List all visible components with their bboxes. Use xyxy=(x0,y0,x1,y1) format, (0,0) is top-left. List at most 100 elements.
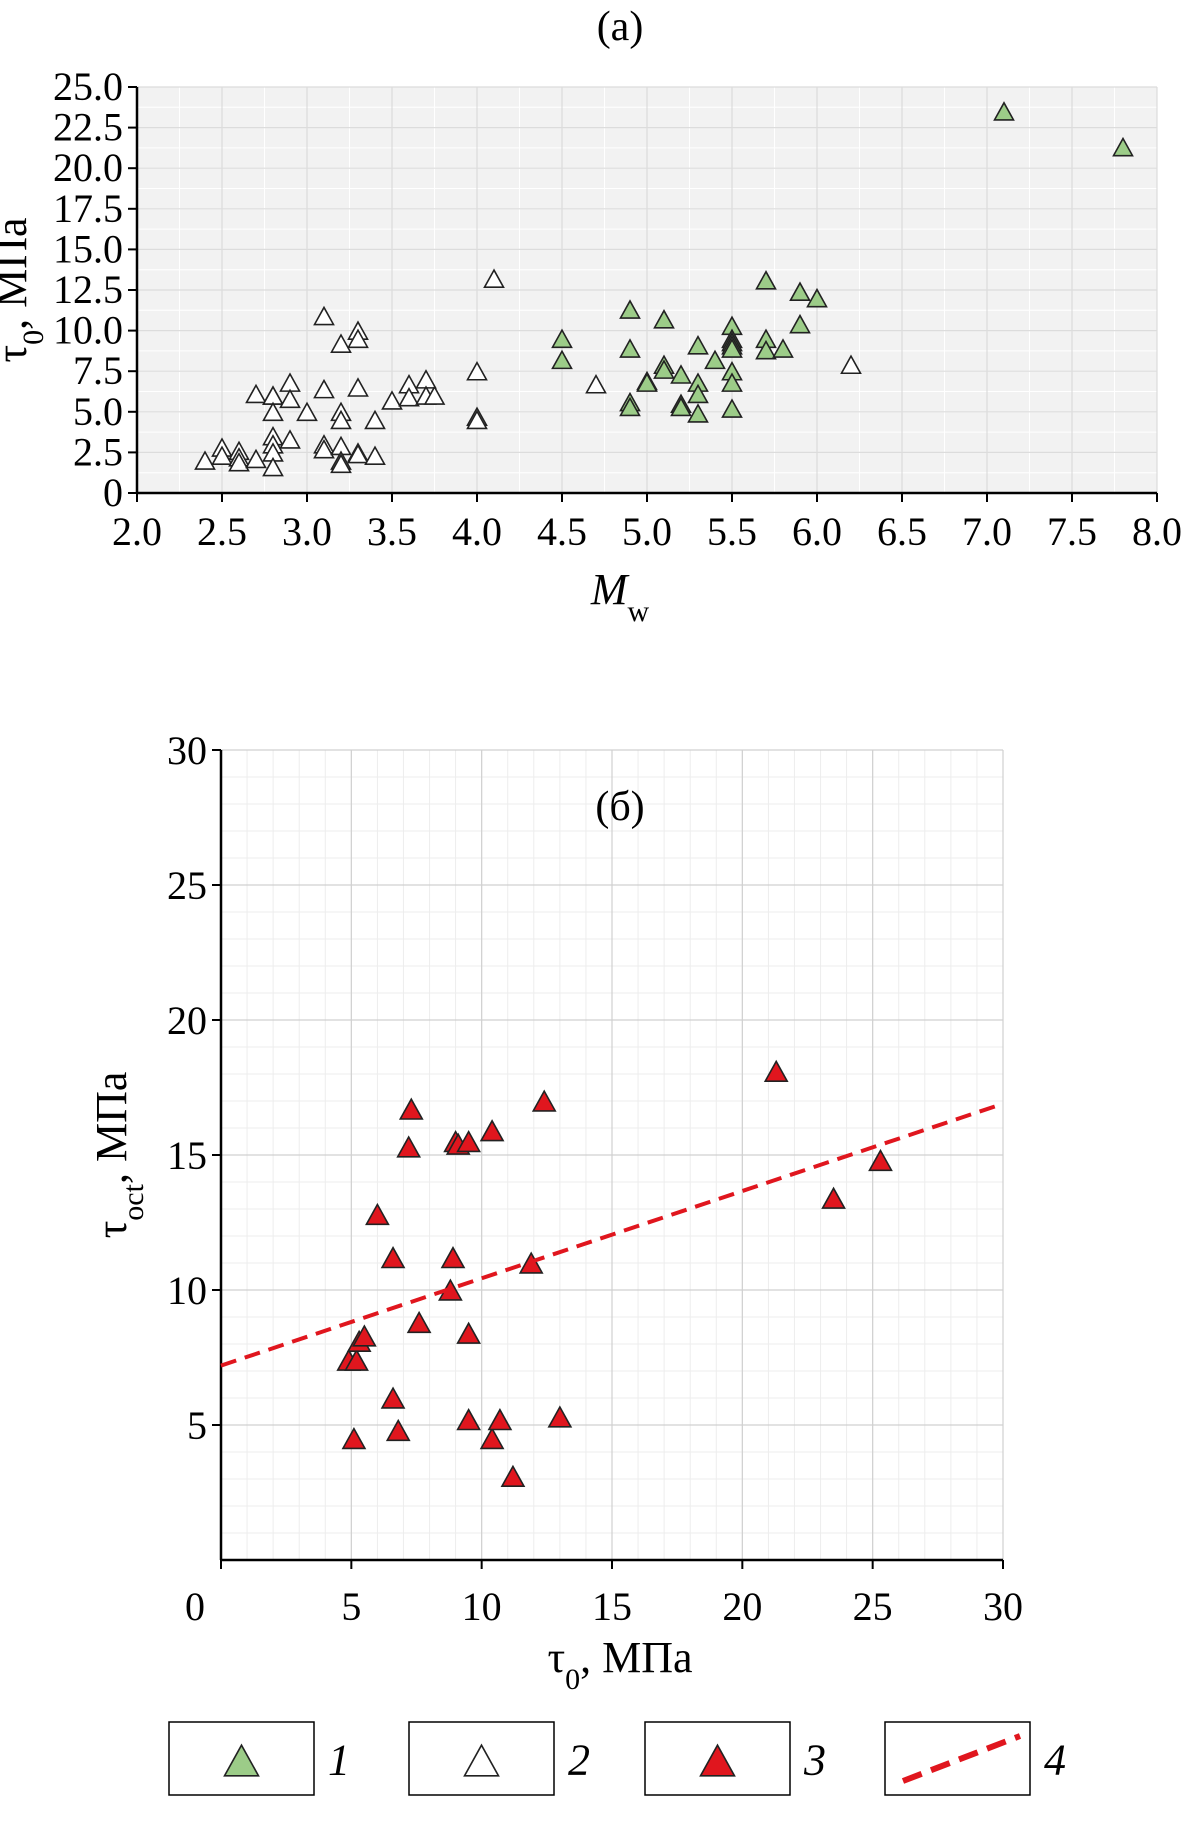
x-tick-label-a: 6.0 xyxy=(792,509,842,554)
x-tick-label-b: 10 xyxy=(462,1584,502,1629)
y-tick-label-a: 10.0 xyxy=(53,308,123,353)
data-point-series-2 xyxy=(211,445,233,465)
panel-a: 2.0 2.5 3.0 3.5 4.0 4.5 5.0 5.5 6.0 6.5 7.0 7.5 8.0 0… xyxy=(0,4,1182,628)
data-point-series-3 xyxy=(440,1246,466,1269)
data-point-series-3 xyxy=(365,1202,390,1226)
data-point-series-3 xyxy=(821,1186,846,1209)
y-tick-label-a: 5.0 xyxy=(73,389,123,434)
x-tick-label-a: 3.0 xyxy=(282,509,332,554)
data-point-series-3 xyxy=(456,1129,481,1153)
data-point-series-1 xyxy=(551,328,573,349)
data-point-series-3 xyxy=(479,1119,505,1142)
y-tick-label-b: 25 xyxy=(167,863,207,908)
y-tick-label-a: 25.0 xyxy=(53,64,123,109)
data-point-series-2 xyxy=(483,268,505,288)
legend-triangle-icon xyxy=(223,1743,260,1777)
y-tick-label-b: 15 xyxy=(167,1133,207,1178)
data-point-series-2 xyxy=(466,409,488,430)
y-tick-label-b: 5 xyxy=(187,1403,207,1448)
data-point-series-3 xyxy=(547,1405,573,1428)
data-point-series-2 xyxy=(381,390,403,410)
y-axis-label-a: τ0, МПа xyxy=(0,217,50,362)
data-point-series-2 xyxy=(279,429,301,449)
data-point-series-1 xyxy=(670,364,692,384)
y-tick-label-b: 10 xyxy=(167,1268,207,1313)
data-point-series-2 xyxy=(347,328,369,349)
x-tick-label-a: 5.5 xyxy=(707,509,757,554)
data-point-series-2 xyxy=(228,451,250,472)
data-point-series-2 xyxy=(330,453,352,474)
data-point-series-3 xyxy=(456,1408,481,1431)
data-point-series-1 xyxy=(806,287,828,308)
data-point-series-1 xyxy=(721,372,743,392)
data-point-series-1 xyxy=(704,349,726,370)
data-point-series-3 xyxy=(344,1348,369,1371)
legend-number: 2 xyxy=(568,1736,590,1785)
x-tick-label-a: 7.0 xyxy=(962,509,1012,554)
legend-number: 4 xyxy=(1044,1736,1066,1785)
data-point-series-1 xyxy=(619,299,641,319)
y-tick-label-a: 12.5 xyxy=(53,267,123,312)
trend-line-series-4 xyxy=(220,1101,1004,1368)
y-tick-label-a: 22.5 xyxy=(53,105,123,150)
data-point-series-1 xyxy=(755,270,777,290)
data-point-series-2 xyxy=(840,354,862,375)
data-point-series-3 xyxy=(500,1464,526,1487)
legend-triangle-icon xyxy=(463,1743,500,1777)
data-point-series-2 xyxy=(313,438,335,459)
x-tick-label-a: 7.5 xyxy=(1047,509,1097,554)
data-point-series-3 xyxy=(456,1321,481,1344)
data-point-series-3 xyxy=(868,1148,893,1172)
y-tick-label-a: 0 xyxy=(103,470,123,515)
y-tick-label-b: 30 xyxy=(167,728,207,773)
data-point-series-1 xyxy=(551,349,573,370)
data-point-series-1 xyxy=(755,339,777,360)
data-point-series-3 xyxy=(479,1426,505,1450)
data-point-series-2 xyxy=(423,385,446,405)
x-tick-label-a: 5.0 xyxy=(622,509,672,554)
data-point-series-2 xyxy=(313,378,335,399)
y-tick-label-a: 15.0 xyxy=(53,226,123,271)
data-point-series-2 xyxy=(330,409,352,430)
x-tick-label-a: 4.0 xyxy=(452,509,502,554)
data-point-series-3 xyxy=(406,1310,432,1334)
x-tick-label-a: 3.5 xyxy=(367,509,417,554)
x-tick-label-b: 5 xyxy=(341,1584,361,1629)
data-point-series-2 xyxy=(279,388,301,409)
data-point-series-3 xyxy=(487,1408,513,1431)
x-tick-label-b: 30 xyxy=(983,1584,1023,1629)
y-tick-label-a: 7.5 xyxy=(73,348,123,393)
x-tick-label-b: 20 xyxy=(722,1584,762,1629)
data-point-series-1 xyxy=(721,398,743,418)
legend-number: 3 xyxy=(803,1736,826,1785)
data-point-series-3 xyxy=(398,1097,424,1120)
data-point-series-1 xyxy=(653,309,675,329)
data-point-series-3 xyxy=(396,1135,422,1158)
data-point-series-3 xyxy=(531,1089,557,1112)
data-point-series-2 xyxy=(466,361,488,381)
x-tick-label-a: 6.5 xyxy=(877,509,927,554)
legend-dashed-line-icon xyxy=(901,1733,1022,1784)
legend-item-2: 2 xyxy=(408,1721,590,1796)
legend-triangle-icon xyxy=(699,1743,736,1777)
data-point-series-1 xyxy=(670,396,692,417)
data-point-series-1 xyxy=(772,338,794,358)
data-point-series-3 xyxy=(763,1059,789,1082)
y-axis-label-b: τoct, МПа xyxy=(87,1072,150,1239)
data-point-series-1 xyxy=(687,335,709,355)
data-point-series-2 xyxy=(296,401,318,422)
x-tick-label-b: 15 xyxy=(592,1584,632,1629)
data-point-series-3 xyxy=(385,1418,411,1442)
data-point-series-3 xyxy=(352,1324,377,1347)
data-point-series-1 xyxy=(687,383,709,404)
data-point-series-3 xyxy=(380,1246,406,1269)
panel-b: 0 5 10 15 20 25 30 5 10 15 20 25 30 (б) τ0, МПа τoct, М… xyxy=(87,728,1023,1696)
x-tick-label-b: 0 xyxy=(185,1584,205,1629)
data-point-series-1 xyxy=(789,281,811,301)
data-point-series-1 xyxy=(619,396,641,417)
x-tick-label-a: 2.5 xyxy=(197,509,247,554)
data-point-series-1 xyxy=(1112,136,1134,157)
data-point-series-2 xyxy=(347,443,369,464)
x-axis-label-b: τ0, МПа xyxy=(547,1633,692,1696)
